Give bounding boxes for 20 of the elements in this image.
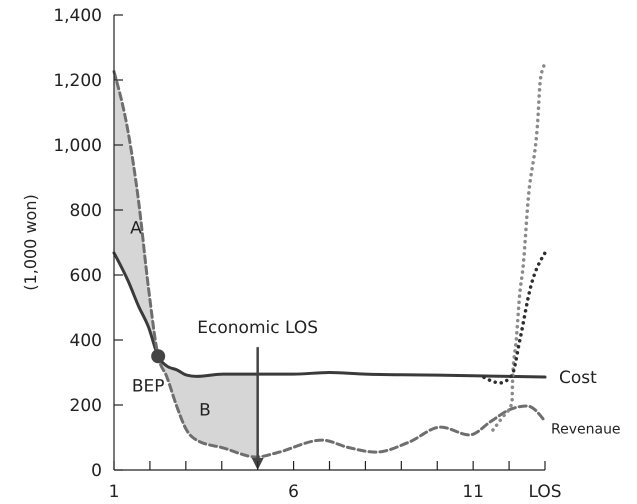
x-tick-label: 6 (288, 482, 299, 502)
ref-line-label: Economic LOS (197, 318, 318, 338)
annotation: B (199, 400, 211, 420)
y-tick-label: 400 (70, 331, 102, 351)
annotation: A (130, 218, 142, 238)
line-series (491, 62, 547, 432)
y-tick-label: 0 (91, 461, 102, 481)
y-tick-label: 1,400 (53, 6, 102, 26)
y-tick-label: 800 (70, 201, 102, 221)
y-tick-label: 200 (70, 396, 102, 416)
y-tick-label: 1,200 (53, 71, 102, 91)
x-tick-label: 11 (462, 482, 484, 502)
y-tick-label: 1,000 (53, 136, 102, 156)
series-label: Cost (559, 368, 598, 388)
y-tick-label: 600 (70, 266, 102, 286)
x-tick-label: 1 (108, 482, 120, 502)
x-axis-title: LOS (528, 482, 562, 502)
annotation: BEP (132, 376, 165, 396)
y-axis-title: (1,000 won) (21, 194, 40, 291)
series-label: Revenaue (551, 421, 621, 438)
